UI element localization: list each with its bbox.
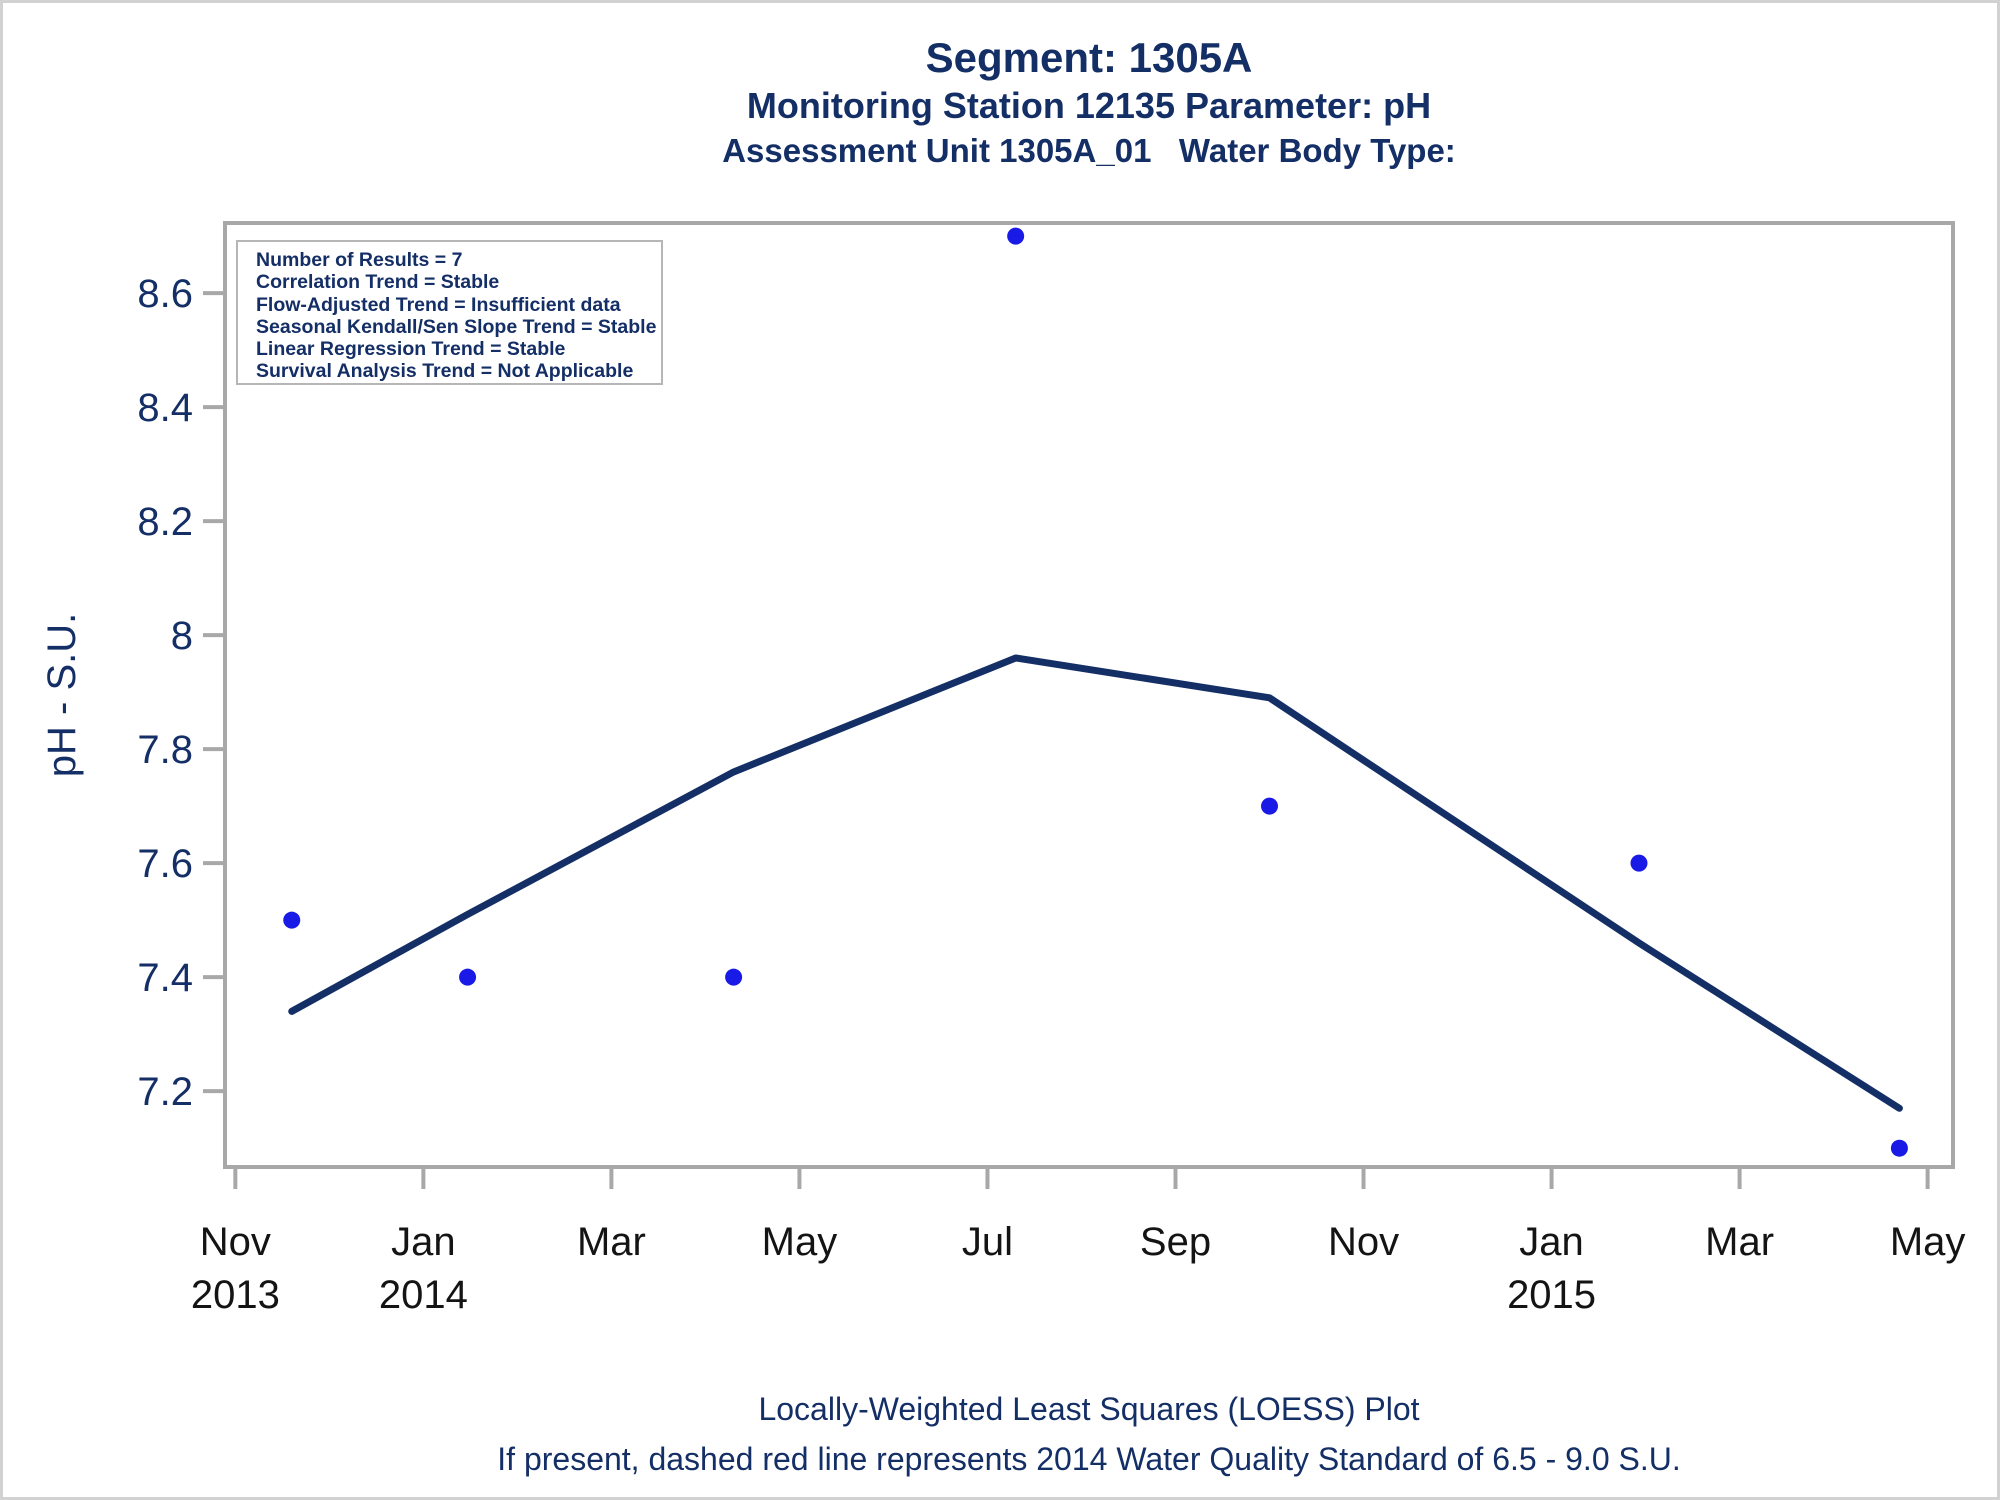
y-axis-title: pH - S.U. [40,613,84,777]
y-tick-label: 8.2 [137,500,193,544]
y-tick-label: 8.4 [137,386,193,430]
footnote-water-quality-standard: If present, dashed red line represents 2… [497,1441,1681,1477]
y-tick-label: 7.8 [137,728,193,772]
loess-line [288,654,1903,1112]
y-tick-label: 7.6 [137,842,193,886]
data-point [459,968,477,986]
data-point [1890,1139,1908,1157]
trend-stats-box: Number of Results = 7 Correlation Trend … [236,240,663,385]
y-tick-label: 7.4 [137,956,193,1000]
title-station-parameter: Monitoring Station 12135 Parameter: pH [746,85,1432,126]
x-tick-year-label: 2013 [191,1273,280,1317]
stat-line-number-of-results: Number of Results = 7 [256,249,463,271]
loess-chart: 7.2 7.4 7.6 7.8 8 8.2 8.4 8.6 Nov 2013 Jan 2014 Mar M… [40,221,1966,1317]
plot-frame [223,221,1955,1169]
x-tick-year-label: 2015 [1507,1273,1596,1317]
footnote-loess: Locally-Weighted Least Squares (LOESS) P… [758,1391,1420,1427]
y-tick-label: 8 [171,614,193,658]
x-tick-label: May [1890,1220,1966,1264]
data-point [1007,227,1025,245]
title-assessment-unit: Assessment Unit 1305A_01 Water Body Type… [722,132,1456,169]
stat-line-correlation-trend: Correlation Trend = Stable [256,271,500,294]
stat-line-seasonal-kendall-trend: Seasonal Kendall/Sen Slope Trend = Stabl… [256,315,657,338]
data-point [283,911,301,929]
x-tick-label: Nov [200,1220,271,1264]
stat-line-flow-adjusted-trend: Flow-Adjusted Trend = Insufficient data [256,293,621,316]
stat-line-survival-analysis-trend: Survival Analysis Trend = Not Applicable [256,360,634,383]
data-point [1630,854,1648,872]
x-tick-label: Mar [1705,1220,1774,1264]
x-tick-year-label: 2014 [379,1273,468,1317]
y-tick-label: 7.2 [137,1070,193,1114]
x-tick-label: Nov [1328,1220,1399,1264]
x-tick-label: Mar [577,1220,646,1264]
data-point [1261,797,1279,815]
title-segment: Segment: 1305A [925,34,1253,81]
data-point [725,968,743,986]
stat-line-linear-regression-trend: Linear Regression Trend = Stable [256,338,566,361]
x-tick-label: Sep [1140,1220,1211,1264]
x-tick-label: Jan [391,1220,456,1264]
x-tick-label: Jul [962,1220,1013,1264]
y-tick-label: 8.6 [137,272,193,316]
x-tick-label: Jan [1519,1220,1584,1264]
x-tick-label: May [762,1220,838,1264]
